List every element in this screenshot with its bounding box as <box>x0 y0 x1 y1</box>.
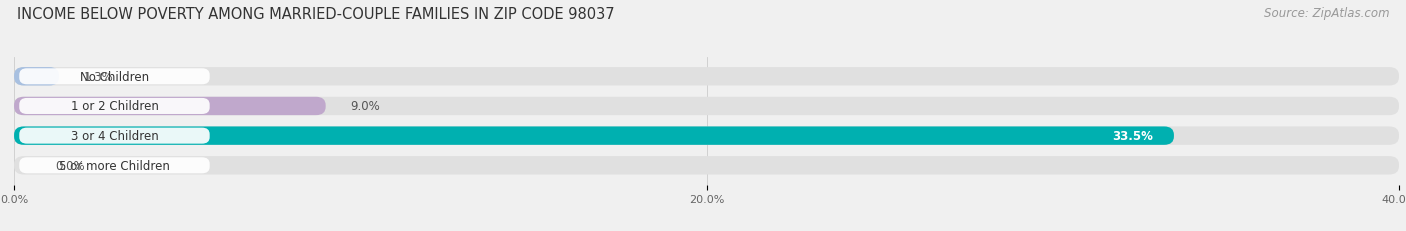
Text: INCOME BELOW POVERTY AMONG MARRIED-COUPLE FAMILIES IN ZIP CODE 98037: INCOME BELOW POVERTY AMONG MARRIED-COUPL… <box>17 7 614 22</box>
Text: 5 or more Children: 5 or more Children <box>59 159 170 172</box>
Text: 1 or 2 Children: 1 or 2 Children <box>70 100 159 113</box>
FancyBboxPatch shape <box>20 99 209 115</box>
FancyBboxPatch shape <box>14 68 1399 86</box>
FancyBboxPatch shape <box>14 97 1399 116</box>
FancyBboxPatch shape <box>14 156 1399 175</box>
FancyBboxPatch shape <box>14 127 1174 145</box>
Text: 3 or 4 Children: 3 or 4 Children <box>70 130 159 143</box>
Text: 0.0%: 0.0% <box>56 159 86 172</box>
Text: 33.5%: 33.5% <box>1112 130 1153 143</box>
Text: No Children: No Children <box>80 70 149 83</box>
FancyBboxPatch shape <box>20 158 209 173</box>
FancyBboxPatch shape <box>20 128 209 144</box>
Text: Source: ZipAtlas.com: Source: ZipAtlas.com <box>1264 7 1389 20</box>
FancyBboxPatch shape <box>14 68 59 86</box>
FancyBboxPatch shape <box>20 69 209 85</box>
Text: 9.0%: 9.0% <box>350 100 380 113</box>
Text: 1.3%: 1.3% <box>83 70 112 83</box>
FancyBboxPatch shape <box>14 127 1399 145</box>
FancyBboxPatch shape <box>14 97 326 116</box>
